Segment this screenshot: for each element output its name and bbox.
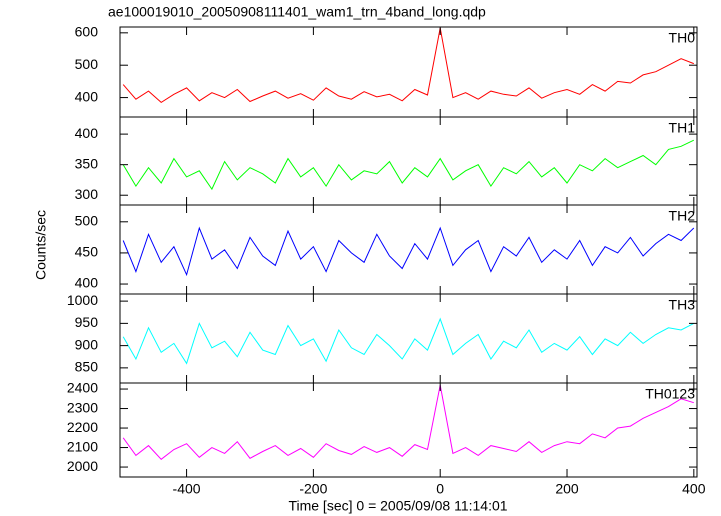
y-tick-label: 1000 <box>67 292 98 308</box>
y-tick-label: 600 <box>75 24 99 40</box>
panel-frame <box>119 26 698 118</box>
x-tick-label: 400 <box>682 481 706 497</box>
y-tick-label: 2200 <box>67 419 98 435</box>
x-tick-label: -400 <box>173 481 201 497</box>
y-tick-label: 350 <box>75 155 99 171</box>
series-label: TH2 <box>669 208 696 224</box>
series-label: TH3 <box>669 297 696 313</box>
y-tick-label: 400 <box>75 275 99 291</box>
y-tick-label: 2300 <box>67 399 98 415</box>
series-label: TH1 <box>669 120 696 136</box>
y-tick-label: 2100 <box>67 438 98 454</box>
y-tick-label: 850 <box>75 359 99 375</box>
y-tick-label: 400 <box>75 125 99 141</box>
series-label: TH0 <box>669 30 696 46</box>
panel-frame <box>119 382 698 478</box>
x-tick-label: 200 <box>555 481 579 497</box>
y-tick-label: 400 <box>75 88 99 104</box>
y-tick-label: 500 <box>75 213 99 229</box>
panel-frame <box>119 116 698 206</box>
x-tick-label: -200 <box>299 481 327 497</box>
x-tick-label: 0 <box>436 481 444 497</box>
y-tick-label: 900 <box>75 336 99 352</box>
data-line <box>122 139 695 191</box>
y-axis-label: Counts/sec <box>33 210 49 280</box>
y-tick-label: 300 <box>75 186 99 202</box>
data-line <box>122 385 694 460</box>
data-line <box>122 317 695 365</box>
data-line <box>122 226 695 277</box>
chart-title: ae100019010_20050908111401_wam1_trn_4ban… <box>108 4 486 20</box>
series-label: TH0123 <box>645 386 695 402</box>
y-tick-label: 2400 <box>67 380 98 396</box>
data-line <box>122 27 694 104</box>
y-tick-label: 450 <box>75 244 99 260</box>
y-tick-label: 950 <box>75 314 99 330</box>
y-tick-label: 500 <box>75 56 99 72</box>
y-tick-label: 2000 <box>67 458 98 474</box>
x-axis-label: Time [sec] 0 = 2005/09/08 11:14:01 <box>288 498 507 514</box>
